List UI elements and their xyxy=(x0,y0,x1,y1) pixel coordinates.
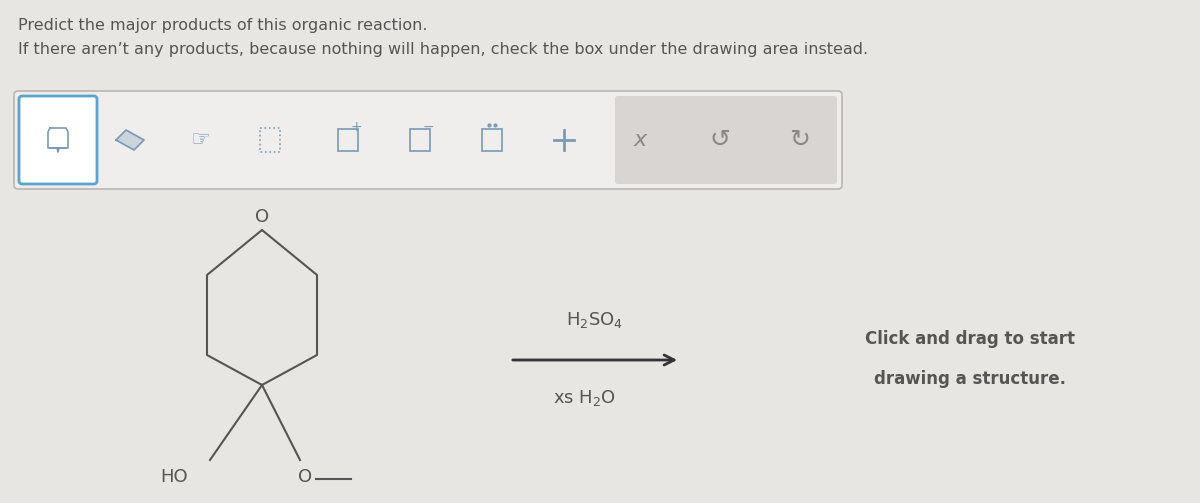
Text: If there aren’t any products, because nothing will happen, check the box under t: If there aren’t any products, because no… xyxy=(18,42,868,57)
FancyBboxPatch shape xyxy=(616,96,838,184)
Text: Click and drag to start: Click and drag to start xyxy=(865,330,1075,348)
Text: O: O xyxy=(254,208,269,226)
Bar xyxy=(482,129,502,151)
Text: ☞: ☞ xyxy=(190,130,210,150)
Bar xyxy=(260,128,280,152)
Text: +: + xyxy=(350,120,362,134)
FancyBboxPatch shape xyxy=(14,91,842,189)
Text: xs H$_2$O: xs H$_2$O xyxy=(553,388,617,408)
Text: O: O xyxy=(298,468,312,486)
Text: Predict the major products of this organic reaction.: Predict the major products of this organ… xyxy=(18,18,427,33)
Text: x: x xyxy=(634,130,647,150)
Bar xyxy=(410,129,430,151)
Text: H$_2$SO$_4$: H$_2$SO$_4$ xyxy=(566,310,624,330)
Text: HO: HO xyxy=(161,468,188,486)
FancyBboxPatch shape xyxy=(19,96,97,184)
Text: −: − xyxy=(422,120,434,134)
Text: drawing a structure.: drawing a structure. xyxy=(874,370,1066,388)
Text: ↺: ↺ xyxy=(709,128,731,152)
Text: ↻: ↻ xyxy=(790,128,810,152)
Polygon shape xyxy=(116,130,144,150)
Bar xyxy=(338,129,358,151)
